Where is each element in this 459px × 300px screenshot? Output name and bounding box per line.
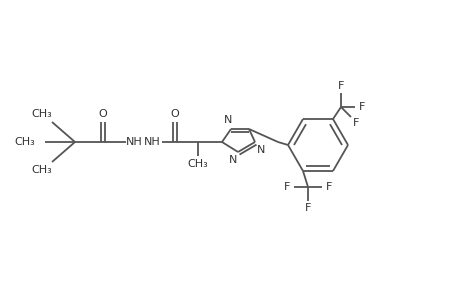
Text: N: N xyxy=(256,145,264,155)
Text: F: F xyxy=(337,81,343,91)
Text: CH₃: CH₃ xyxy=(32,165,52,175)
Text: O: O xyxy=(170,109,179,119)
Text: F: F xyxy=(352,118,358,128)
Text: F: F xyxy=(304,203,310,213)
Text: F: F xyxy=(358,102,364,112)
Text: F: F xyxy=(283,182,290,192)
Text: CH₃: CH₃ xyxy=(187,159,208,169)
Text: CH₃: CH₃ xyxy=(32,109,52,119)
Text: F: F xyxy=(325,182,331,192)
Text: O: O xyxy=(98,109,107,119)
Text: N: N xyxy=(228,155,237,165)
Text: NH: NH xyxy=(125,137,142,147)
Text: N: N xyxy=(224,115,232,125)
Text: CH₃: CH₃ xyxy=(14,137,35,147)
Text: NH: NH xyxy=(143,137,160,147)
